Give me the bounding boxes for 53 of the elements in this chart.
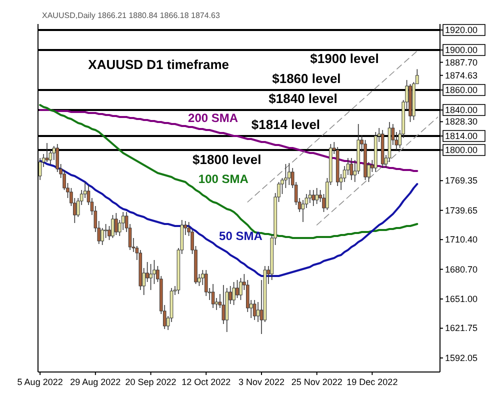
- y-tick-label: 1840.00: [445, 104, 478, 115]
- ref-line-label: $1840 level: [268, 91, 338, 106]
- y-tick-label: 1920.00: [445, 24, 478, 35]
- candlestick: [252, 300, 256, 320]
- line-series: [39, 104, 418, 239]
- series-label: 200 SMA: [188, 111, 238, 125]
- series-label: 100 SMA: [198, 172, 249, 186]
- chart-title: XAUUSD,Daily 1866.21 1880.84 1866.18 1874.63: [42, 11, 220, 20]
- y-tick-label: 1739.65: [445, 205, 478, 216]
- y-tick-label: 1621.75: [445, 323, 478, 334]
- candlestick: [256, 302, 260, 322]
- x-tick-label: 5 Aug 2022: [17, 377, 63, 387]
- candlestick: [104, 224, 108, 238]
- candlestick: [211, 284, 215, 308]
- y-tick-label: 1828.30: [445, 116, 478, 127]
- x-tick-label: 25 Nov 2022: [291, 377, 342, 387]
- x-tick-label: 19 Dec 2022: [346, 377, 398, 387]
- y-tick-label: 1769.35: [445, 176, 478, 186]
- series-label: 50 SMA: [219, 229, 263, 243]
- ref-line-label: $1860 level: [272, 71, 341, 86]
- y-tick-label: 1651.00: [445, 294, 478, 304]
- candlestick: [38, 158, 42, 180]
- candlestick: [111, 214, 114, 238]
- candlestick: [232, 282, 236, 306]
- x-tick-label: 3 Nov 2022: [238, 377, 285, 387]
- x-tick-label: 20 Sep 2022: [125, 377, 176, 387]
- ref-line-label: $1800 level: [192, 152, 262, 167]
- ref-line-label: $1900 level: [310, 51, 379, 66]
- y-tick-label: 1814.00: [445, 130, 478, 141]
- candlestick: [350, 158, 354, 180]
- candlestick: [114, 212, 118, 236]
- y-tick-label: 1680.70: [445, 264, 478, 274]
- candlestick: [312, 190, 316, 206]
- y-tick-label: 1592.05: [445, 352, 478, 363]
- candlestick: [222, 284, 226, 324]
- candlestick: [100, 228, 104, 246]
- annotation: XAUUSD D1 timeframe: [88, 57, 230, 72]
- x-tick-label: 12 Oct 2022: [182, 377, 231, 387]
- candlestick: [288, 162, 291, 186]
- candlestick: [315, 188, 318, 204]
- y-tick-label: 1860.00: [445, 84, 478, 95]
- y-tick-label: 1710.40: [445, 234, 478, 245]
- candlestick: [204, 270, 208, 296]
- y-tick-label: 1900.00: [445, 44, 478, 55]
- x-tick-label: 29 Aug 2022: [70, 377, 121, 387]
- candlestick: [45, 142, 49, 162]
- candlestick: [239, 278, 242, 300]
- y-tick-label: 1800.00: [445, 144, 478, 155]
- candlestick: [149, 264, 152, 290]
- y-tick-label: 1874.63: [445, 70, 478, 80]
- y-tick-label: 1887.70: [445, 57, 478, 68]
- ref-line-label: $1814 level: [251, 117, 320, 132]
- candlestick: [236, 280, 239, 298]
